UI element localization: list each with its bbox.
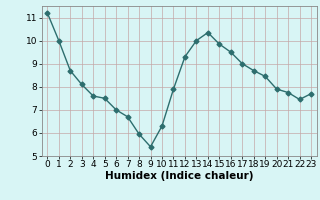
X-axis label: Humidex (Indice chaleur): Humidex (Indice chaleur) (105, 171, 253, 181)
